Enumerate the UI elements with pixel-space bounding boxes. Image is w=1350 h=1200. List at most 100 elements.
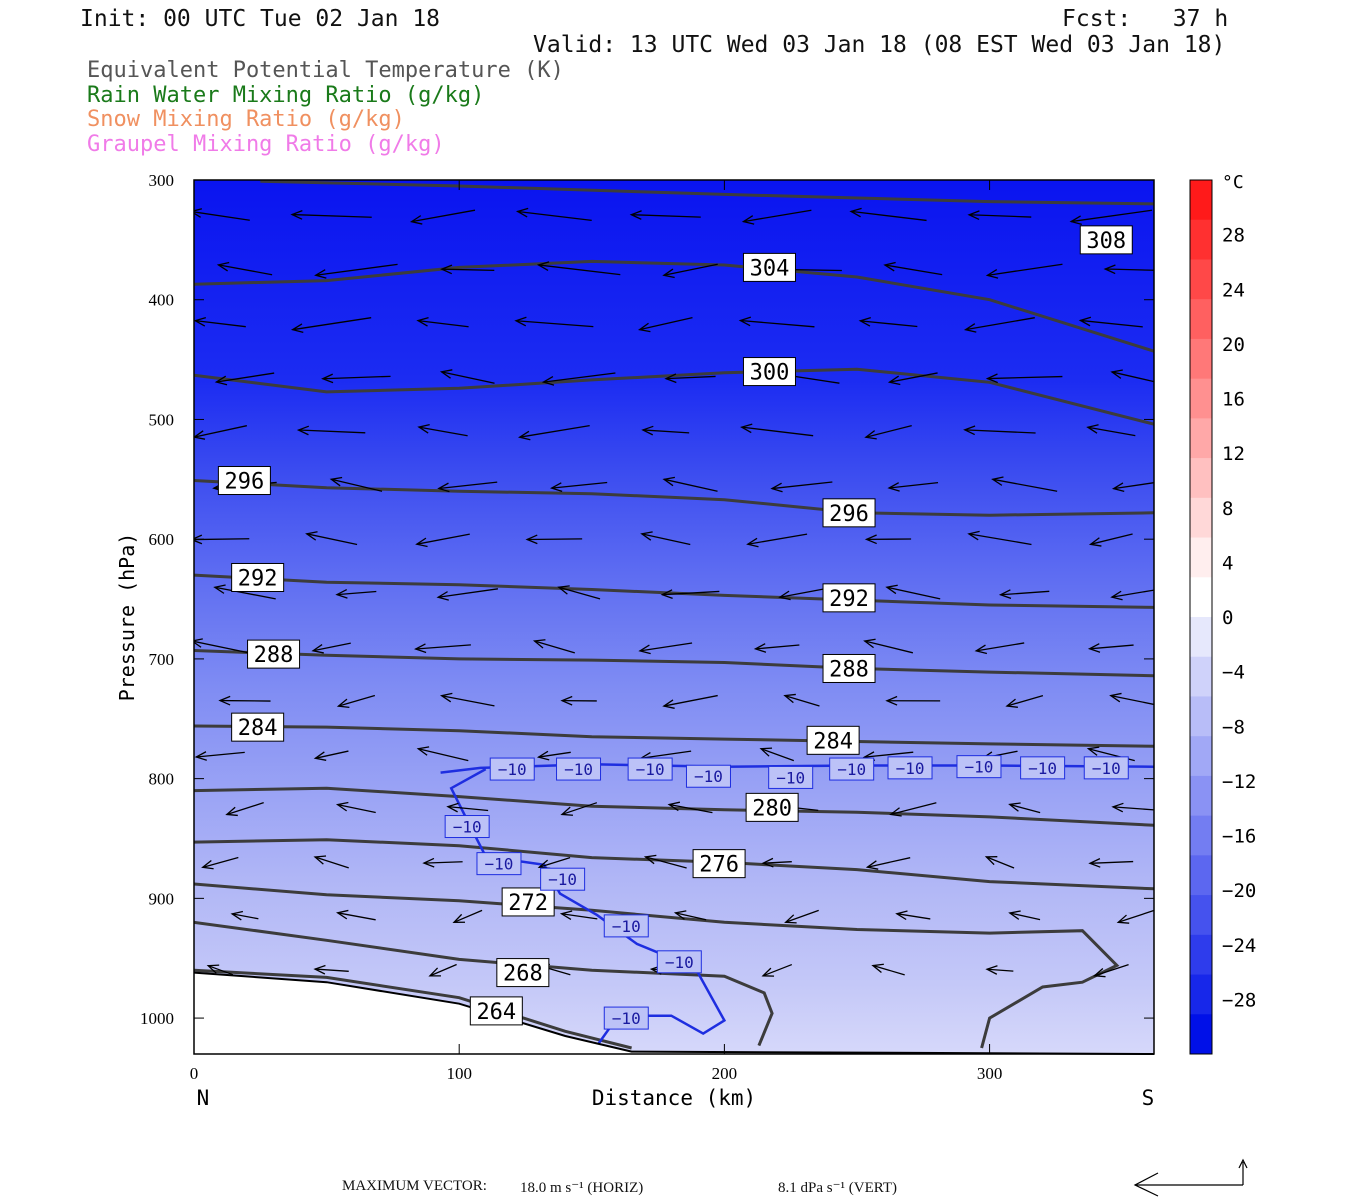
wind-vector-48 — [551, 481, 608, 489]
isotherm-label-8: −10 — [1028, 759, 1057, 778]
wind-vector-head-61 — [864, 534, 877, 545]
theta-e-label-288-1: 288 — [829, 657, 869, 682]
theta-e-label-box-292-0 — [231, 562, 285, 592]
wind-vector-head-67 — [557, 585, 570, 595]
wind-vector-17 — [1105, 268, 1154, 271]
wind-vector-head-32 — [664, 373, 677, 384]
theta-e-label-308-0: 308 — [1086, 229, 1126, 254]
wind-vector-head-64 — [213, 584, 226, 594]
colorbar-label-7: 0 — [1222, 607, 1233, 629]
wind-vector-head-35 — [985, 373, 998, 384]
theta-e-label-284-1: 284 — [813, 729, 853, 754]
y-tick-label-2: 500 — [149, 410, 175, 429]
theta-e-label-276-0: 276 — [699, 853, 739, 878]
wind-vector-6 — [850, 210, 927, 222]
wind-vector-head-111 — [422, 857, 435, 868]
wind-vector-head-28 — [214, 375, 228, 386]
theta-e-label-box-304-0 — [742, 252, 796, 282]
wind-vector-head-43 — [864, 430, 877, 440]
wind-vector-95 — [760, 748, 795, 762]
wind-vector-head-118 — [230, 910, 244, 921]
wind-vector-head-60 — [746, 537, 759, 548]
isotherm-label-box-5 — [829, 757, 875, 781]
wind-vector-121 — [675, 912, 707, 921]
y-tick-label-7: 1000 — [140, 1009, 174, 1028]
wind-vector-75 — [534, 640, 575, 654]
theta-e-label-box-300-0 — [742, 357, 796, 387]
wind-vector-37 — [298, 429, 366, 434]
wind-vector-head-116 — [984, 856, 998, 866]
wind-vector-head-31 — [541, 376, 555, 386]
wind-vector-69 — [886, 586, 941, 600]
wind-vector-83 — [441, 695, 495, 707]
wind-vector-26 — [1080, 319, 1143, 328]
theta-e-contour-308 — [260, 180, 1154, 206]
wind-vector-head-74 — [311, 644, 324, 654]
wind-vector-head-77 — [638, 644, 651, 655]
colorbar-band-10 — [1190, 577, 1212, 618]
colorbar-band-14 — [1190, 736, 1212, 777]
wind-vector-head-14 — [662, 268, 675, 279]
wind-vector-head-62 — [967, 530, 980, 541]
wind-vector-55 — [306, 533, 358, 546]
colorbar-frame — [1189, 179, 1213, 1055]
wind-vector-head-44 — [963, 425, 976, 436]
wind-vector-1 — [292, 213, 372, 218]
wind-vector-head-104 — [667, 801, 681, 812]
isotherm-label-box-4 — [768, 765, 814, 789]
colorbar-band-18 — [1190, 895, 1212, 936]
max-vector-vert: 8.1 dPa s⁻¹ (VERT) — [778, 1180, 898, 1196]
wind-vector-head-91 — [194, 751, 207, 761]
wind-vector-head-63 — [1088, 537, 1102, 547]
isotherm-label-box-13 — [603, 914, 649, 938]
wind-vector-34 — [987, 375, 1063, 380]
wind-vector-15 — [884, 264, 943, 276]
wind-vector-33 — [889, 372, 938, 383]
wind-vector-93 — [538, 751, 571, 758]
wind-vector-124 — [1009, 912, 1041, 921]
wind-vector-102 — [561, 802, 598, 816]
wind-vector-25 — [965, 317, 1035, 331]
wind-vector-64 — [336, 590, 377, 596]
colorbar-band-7 — [1190, 458, 1212, 499]
theta-e-label-300-0: 300 — [750, 361, 790, 386]
wind-vector-65 — [438, 588, 499, 598]
wind-vector-125 — [1118, 909, 1154, 923]
wind-vector-head-88 — [885, 695, 898, 706]
theta-e-label-304-0: 304 — [750, 256, 790, 281]
wind-vector-head-108 — [1111, 802, 1124, 813]
wind-vector-head-84 — [439, 692, 453, 703]
wind-vector-99 — [226, 802, 264, 816]
wind-vector-77 — [755, 644, 800, 650]
wind-vector-head-5 — [629, 210, 642, 220]
reference-vector-icon — [1133, 1158, 1248, 1197]
colorbar-band-9 — [1190, 537, 1212, 578]
isotherm-label-10: −10 — [453, 818, 482, 837]
theta-e-label-280-0: 280 — [752, 796, 792, 821]
wind-vector-117 — [232, 913, 259, 920]
wind-vector-122 — [785, 909, 819, 923]
wind-vector-head-81 — [1087, 643, 1101, 653]
wind-vector-49 — [663, 478, 718, 492]
wind-vector-head-3 — [409, 215, 423, 225]
isotherm-label-box-8 — [1020, 756, 1066, 780]
colorbar-label-11: −16 — [1222, 826, 1256, 848]
wind-vector-head-9 — [1069, 215, 1082, 226]
colorbar-band-2 — [1190, 259, 1212, 300]
wind-vector-31 — [665, 375, 716, 380]
wind-vector-head-34 — [887, 375, 901, 386]
wind-vector-53 — [1113, 482, 1154, 490]
wind-vector-58 — [641, 533, 691, 546]
wind-vector-105 — [890, 802, 937, 816]
theta-e-contour-284 — [194, 724, 1154, 748]
wind-vector-head-13 — [536, 261, 550, 271]
wind-vector-head-122 — [673, 910, 687, 920]
y-tick-label-4: 700 — [149, 650, 175, 669]
theta-e-label-268-0: 268 — [503, 962, 543, 987]
wind-vector-head-107 — [1008, 802, 1021, 812]
wind-vector-head-26 — [963, 323, 977, 333]
wind-vector-head-70 — [885, 584, 898, 595]
isotherm-label-12: −10 — [548, 870, 577, 889]
wind-vector-80 — [1089, 644, 1134, 650]
